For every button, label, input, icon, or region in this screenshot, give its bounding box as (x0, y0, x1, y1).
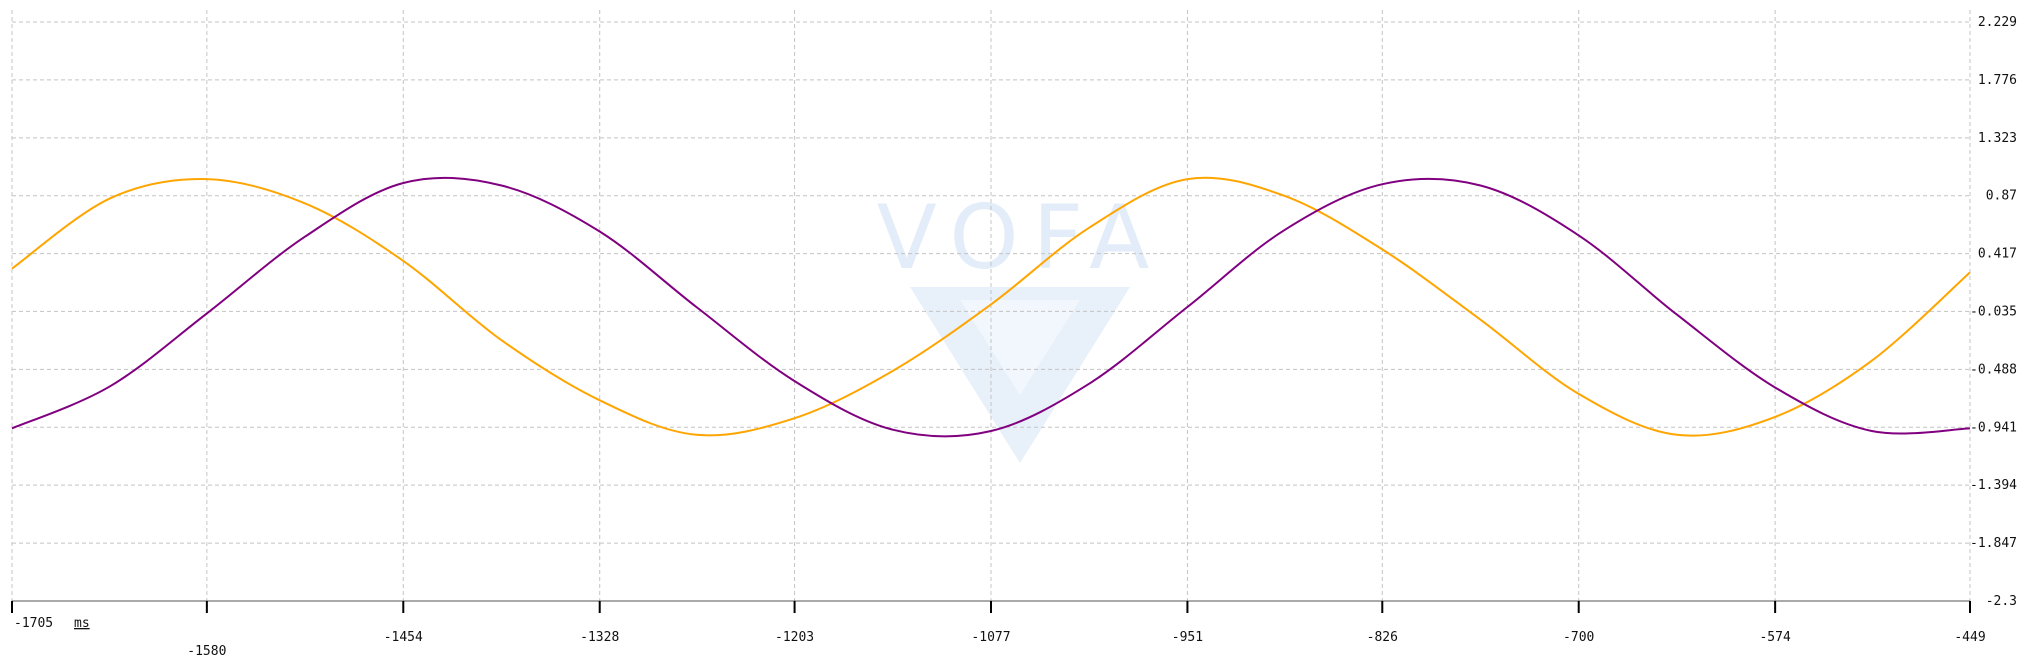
x-tick-label: -574 (1759, 630, 1790, 645)
x-tick-label: -1580 (187, 644, 226, 659)
series-group (11, 176, 1971, 438)
x-tick-label: -1705 (14, 616, 53, 631)
grid (11, 10, 1971, 602)
y-tick-label: 0.87 (1986, 189, 2017, 204)
x-unit-label: ms (74, 616, 90, 631)
y-axis-ticks: 2.229 1.776 1.323 0.87 0.417 -0.035 -0.488 -0.9… (1970, 15, 2017, 609)
x-tick-label: -1454 (384, 630, 423, 645)
vofa-watermark: VOFA (877, 186, 1164, 463)
series-line-2 (11, 176, 1971, 438)
y-tick-label: 0.417 (1978, 247, 2017, 262)
x-tick-label: -1077 (971, 630, 1010, 645)
y-tick-label: -1.394 (1970, 478, 2017, 493)
y-tick-label: 1.776 (1978, 73, 2017, 88)
x-tick-label: -700 (1563, 630, 1594, 645)
y-tick-label: -0.488 (1970, 362, 2017, 377)
x-tick-label: -1328 (580, 630, 619, 645)
watermark-v-notch (960, 300, 1080, 395)
x-tick-label: -951 (1172, 630, 1203, 645)
x-tick-label: -449 (1954, 630, 1985, 645)
y-tick-label: -0.035 (1970, 304, 2017, 319)
y-tick-label: 2.229 (1978, 15, 2017, 30)
x-axis-ticks: -1705 -1580 -1454 -1328 -1203 -1077 -951 -826 -7… (11, 601, 1986, 659)
y-tick-label: -2.3 (1986, 594, 2017, 609)
y-tick-label: -1.847 (1970, 536, 2017, 551)
y-tick-label: -0.941 (1970, 420, 2017, 435)
x-tick-label: -826 (1367, 630, 1398, 645)
y-tick-label: 1.323 (1978, 131, 2017, 146)
watermark-text: VOFA (877, 186, 1164, 289)
x-tick-label: -1203 (775, 630, 814, 645)
